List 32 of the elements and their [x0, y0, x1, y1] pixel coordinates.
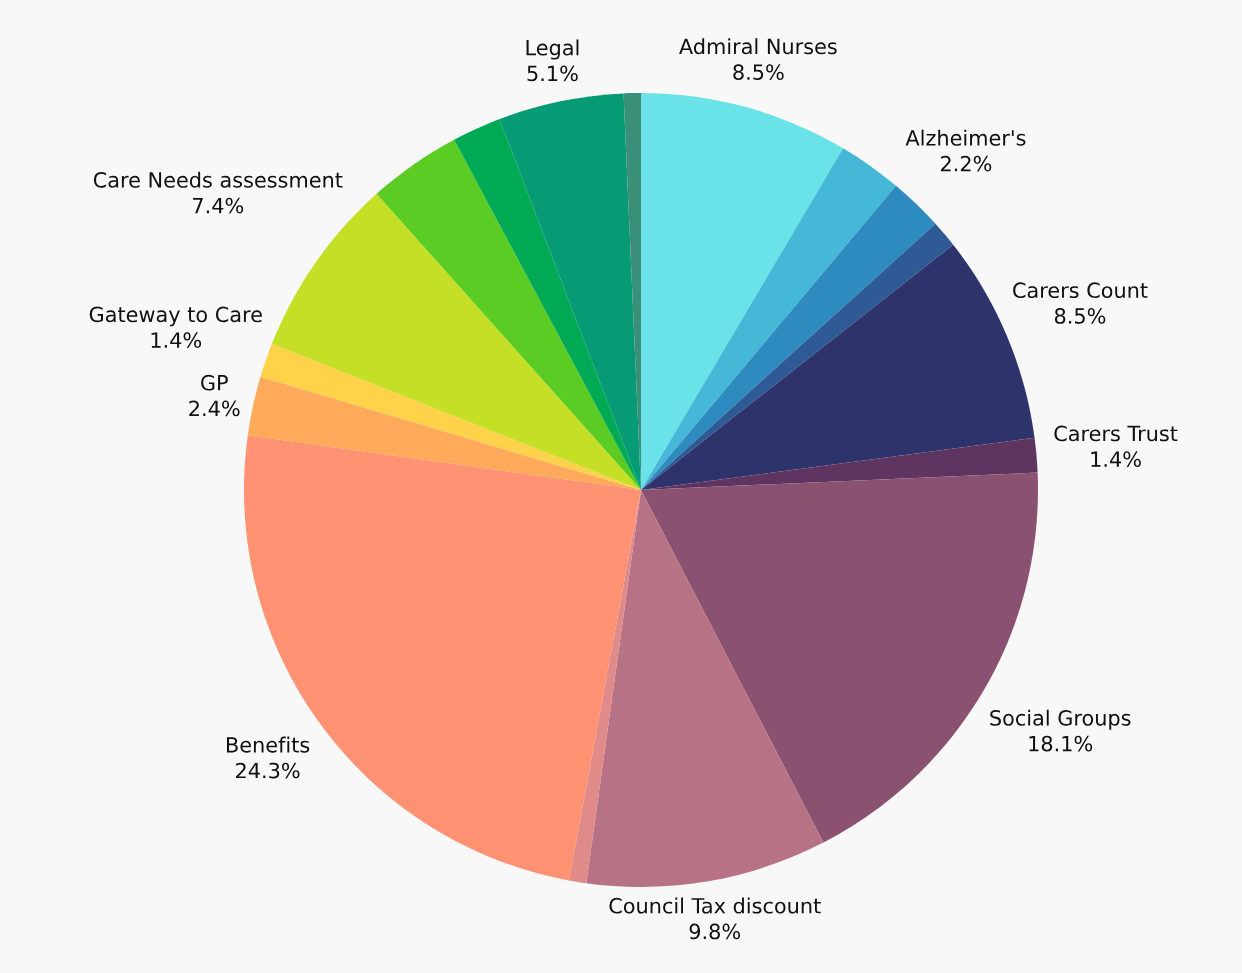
slice-label: Council Tax discount — [609, 897, 821, 914]
slice-label: Alzheimer's — [905, 129, 1026, 146]
data-label: 18.1% — [1029, 735, 1093, 752]
slice-label: GP — [201, 374, 228, 391]
slice-label: Benefits — [226, 736, 310, 753]
pie-slice — [641, 185, 936, 490]
slice-label: Social Groups — [990, 709, 1131, 730]
pie-slice — [271, 193, 641, 490]
slice-label: Admiral Nurses — [679, 38, 837, 55]
pie-slice — [641, 93, 844, 490]
data-label: 1.4% — [1091, 451, 1141, 468]
slice-label: Carers Count — [1013, 282, 1148, 299]
slice-label: Care Needs assessment — [93, 171, 343, 188]
data-label: 9.8% — [689, 923, 741, 940]
data-label: 2.4% — [189, 400, 240, 417]
pie-slice — [247, 376, 641, 490]
pie-slice — [376, 139, 641, 490]
data-label: 1.4% — [151, 332, 202, 348]
pie-slice — [641, 148, 896, 490]
pie-slice — [499, 93, 641, 490]
pie-slice — [586, 490, 824, 887]
slice-label: Gateway to Care — [89, 306, 262, 327]
data-label: 7.4% — [193, 197, 244, 214]
slice-label: Legal — [526, 39, 579, 60]
slice-label: Carers Trust — [1054, 425, 1178, 442]
data-label: 2.2% — [941, 155, 992, 172]
pie-slice — [260, 343, 641, 490]
data-label: 5.1% — [527, 65, 578, 82]
data-label: 8.5% — [1054, 308, 1106, 324]
data-label: 8.5% — [733, 64, 784, 81]
data-label: 24.3% — [236, 762, 300, 779]
pie-slice — [454, 119, 641, 490]
